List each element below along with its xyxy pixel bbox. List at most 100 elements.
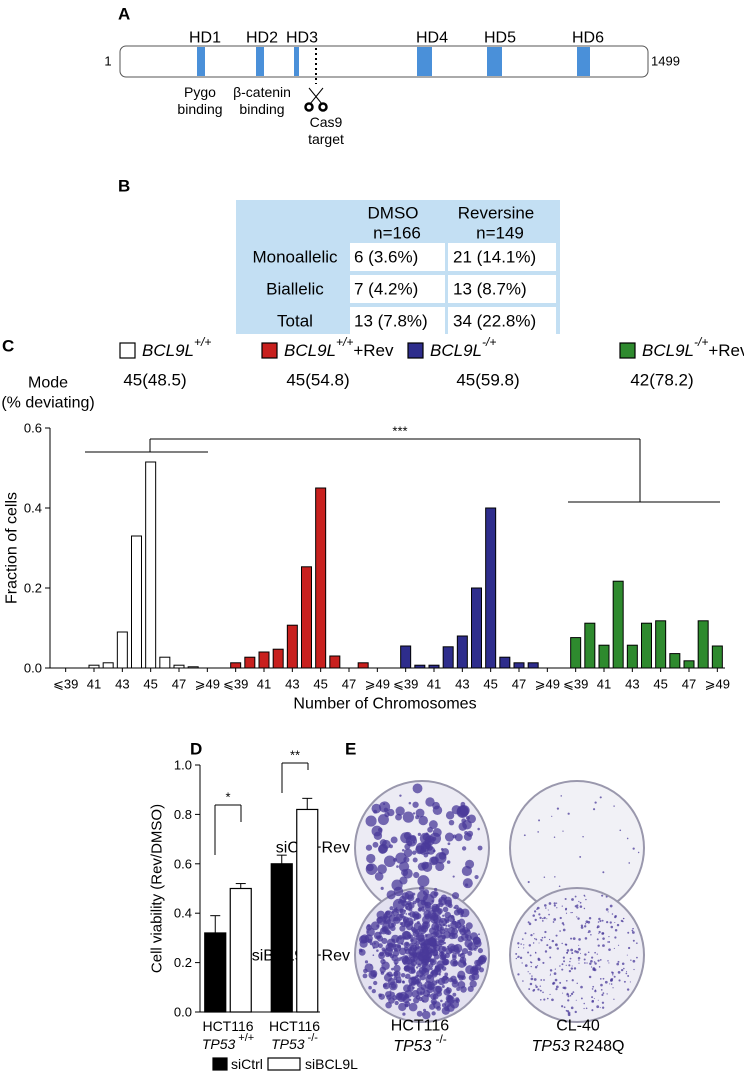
colony xyxy=(583,1007,585,1010)
colony xyxy=(413,997,420,1004)
colony xyxy=(418,885,425,892)
colony xyxy=(569,957,572,960)
colony xyxy=(613,947,615,950)
colony xyxy=(450,915,455,919)
colony xyxy=(407,894,415,902)
colony xyxy=(558,885,561,888)
colony xyxy=(373,980,378,986)
colony xyxy=(553,972,557,975)
colony xyxy=(614,921,616,924)
colony xyxy=(467,950,473,956)
colony xyxy=(395,979,400,984)
table-cell xyxy=(350,243,445,271)
colony xyxy=(552,981,556,985)
colony xyxy=(630,959,632,961)
colony xyxy=(380,886,384,890)
bar xyxy=(683,660,695,669)
colony xyxy=(436,904,438,907)
colony xyxy=(602,944,605,947)
colony xyxy=(396,992,403,999)
x-tick-label: 45 xyxy=(653,677,667,692)
colony xyxy=(575,999,577,1001)
colony xyxy=(597,999,599,1001)
colony xyxy=(460,914,464,918)
colony xyxy=(377,935,381,938)
domain-label: HD3 xyxy=(286,30,318,47)
colony xyxy=(551,939,555,943)
colony xyxy=(377,827,383,833)
colony xyxy=(562,992,564,994)
colony xyxy=(468,947,473,951)
colony xyxy=(386,938,396,947)
panel-label: A xyxy=(118,5,130,24)
colony xyxy=(378,952,386,960)
colony xyxy=(532,942,535,944)
colony xyxy=(562,956,565,959)
colony xyxy=(417,832,421,836)
colony xyxy=(598,966,601,968)
colony xyxy=(579,952,582,954)
colony xyxy=(442,923,446,926)
x-tick-label: 45 xyxy=(143,677,157,692)
colony xyxy=(577,947,581,951)
colony xyxy=(444,832,455,842)
colony xyxy=(465,816,470,820)
colony xyxy=(527,951,530,954)
bar xyxy=(499,656,511,669)
colony xyxy=(402,996,410,1004)
colony xyxy=(454,833,463,842)
colony xyxy=(567,812,570,815)
colony xyxy=(614,929,618,932)
column-label: HCT116 xyxy=(391,1018,449,1035)
colony xyxy=(416,951,424,959)
colony xyxy=(389,925,396,932)
colony xyxy=(415,957,423,966)
colony xyxy=(450,958,458,967)
colony xyxy=(529,954,532,957)
gene: TP53 xyxy=(202,1036,236,1052)
table-value: 13 (7.8%) xyxy=(354,312,428,331)
x-tick-label: HCT116 xyxy=(269,1018,320,1034)
domain-label: HD1 xyxy=(189,30,221,47)
colony xyxy=(431,969,439,976)
colony xyxy=(588,975,592,979)
colony xyxy=(425,832,429,836)
colony xyxy=(447,903,453,909)
colony xyxy=(610,925,614,929)
colony xyxy=(402,811,414,823)
colony xyxy=(370,964,372,966)
colony xyxy=(570,992,574,996)
colony xyxy=(418,815,428,826)
genotype: +/+ xyxy=(238,1032,254,1044)
colony xyxy=(377,814,389,826)
colony xyxy=(601,919,604,922)
x-tick-label: ⩾49 xyxy=(705,677,730,692)
colony xyxy=(537,988,540,991)
colony xyxy=(393,964,401,973)
x-tick-label: 43 xyxy=(115,677,129,692)
colony xyxy=(542,961,545,964)
colony xyxy=(456,987,461,992)
colony xyxy=(362,973,368,979)
colony xyxy=(549,973,552,975)
genotype: R248Q xyxy=(574,1038,625,1055)
colony xyxy=(570,948,574,952)
colony xyxy=(417,899,427,909)
colony xyxy=(574,905,577,908)
colony xyxy=(559,965,561,967)
bar xyxy=(272,648,284,669)
colony xyxy=(403,831,412,840)
colony xyxy=(546,944,549,947)
colony xyxy=(566,949,570,952)
colony xyxy=(422,889,430,896)
colony xyxy=(631,929,634,932)
colony xyxy=(474,874,479,880)
colony xyxy=(565,979,568,982)
colony xyxy=(562,830,564,832)
colony xyxy=(398,1002,407,1012)
colony xyxy=(565,964,567,966)
colony xyxy=(435,985,443,993)
colony xyxy=(572,991,575,994)
x-tick-label: 41 xyxy=(427,677,441,692)
colony xyxy=(358,948,366,956)
